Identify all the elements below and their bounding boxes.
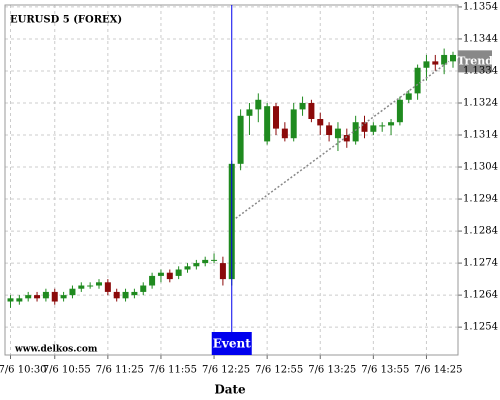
candle-body: [255, 99, 262, 110]
candle-body: [69, 288, 76, 296]
candle-body: [317, 118, 324, 126]
chart-title: EURUSD 5 (FOREX): [10, 15, 122, 26]
candle-body: [166, 272, 173, 280]
x-tick-label: 7/6 14:25: [414, 365, 462, 376]
trend-line: [235, 60, 450, 219]
candle-body: [450, 54, 456, 62]
y-tick-label: 1.1324: [463, 97, 498, 108]
candle-body: [51, 291, 58, 302]
candle-body: [7, 298, 14, 302]
candle-body: [441, 54, 448, 65]
y-tick-label: 1.1354: [463, 1, 498, 12]
candle-body: [104, 282, 111, 292]
y-tick-label: 1.1264: [463, 290, 498, 301]
candle-body: [175, 269, 182, 276]
candle-body: [361, 122, 368, 132]
candle-body: [290, 109, 297, 139]
y-tick-label: 1.1334: [463, 65, 498, 76]
candle-body: [16, 298, 23, 302]
candle-body: [219, 263, 226, 280]
candle-body: [149, 275, 156, 286]
candle-body: [273, 106, 279, 129]
candle-body: [25, 295, 32, 299]
y-tick-label: 1.1344: [463, 33, 498, 44]
candle-body: [140, 285, 147, 292]
candle-body: [388, 122, 395, 126]
candle-body: [405, 93, 412, 100]
candle-body: [184, 266, 191, 270]
candle-body: [193, 263, 200, 267]
x-tick-label: 7/6 12:25: [202, 365, 250, 376]
y-tick-label: 1.1304: [463, 162, 498, 173]
candle-body: [34, 295, 41, 299]
candle-body: [211, 259, 218, 261]
x-tick-label: 7/6 13:55: [361, 365, 409, 376]
candle-body: [78, 285, 85, 289]
candle-body: [370, 125, 377, 132]
event-label: Event: [213, 337, 251, 351]
candle-body: [42, 291, 49, 299]
x-tick-label: 7/6 13:25: [308, 365, 356, 376]
candle-body: [157, 272, 164, 276]
y-tick-label: 1.1274: [463, 258, 498, 269]
candle-body: [96, 282, 102, 286]
y-tick-label: 1.1314: [463, 130, 498, 141]
watermark: www.delkos.com: [14, 345, 98, 355]
candle-body: [414, 67, 421, 94]
x-tick-label: 7/6 12:55: [255, 365, 303, 376]
candle-body: [264, 106, 271, 142]
trend-label: Trend: [457, 54, 493, 67]
x-tick-label: 7/6 11:25: [96, 365, 144, 376]
x-tick-label: 7/6 11:55: [149, 365, 197, 376]
candle-body: [352, 122, 359, 142]
candle-body: [326, 125, 333, 136]
candle-body: [299, 102, 306, 110]
candle-body: [423, 61, 430, 68]
grid: [5, 5, 462, 359]
candle-body: [131, 291, 138, 296]
candle-body: [113, 291, 120, 299]
candle-body: [396, 99, 403, 123]
candle-body: [281, 128, 288, 139]
candle-body: [308, 102, 315, 119]
y-tick-label: 1.1294: [463, 194, 498, 205]
x-axis-label: Date: [214, 383, 246, 397]
candle-body: [202, 259, 209, 264]
candle-body: [122, 291, 129, 299]
candle-body: [379, 125, 386, 127]
event-label-box: [211, 332, 252, 355]
candle-body: [343, 135, 350, 142]
annotations: Trend Event: [211, 5, 493, 355]
y-tick-label: 1.1284: [463, 226, 498, 237]
candle-body: [60, 295, 67, 299]
x-tick-label: 7/6 10:55: [43, 365, 91, 376]
x-tick-label: 7/6 10:30: [0, 365, 47, 376]
candle-body: [334, 128, 341, 139]
trend-label-box: [458, 50, 492, 73]
candle-body: [87, 285, 94, 287]
candle-body: [432, 61, 439, 65]
y-tick-label: 1.1254: [463, 322, 498, 333]
candle-body: [246, 109, 253, 116]
candle-body: [237, 115, 244, 164]
